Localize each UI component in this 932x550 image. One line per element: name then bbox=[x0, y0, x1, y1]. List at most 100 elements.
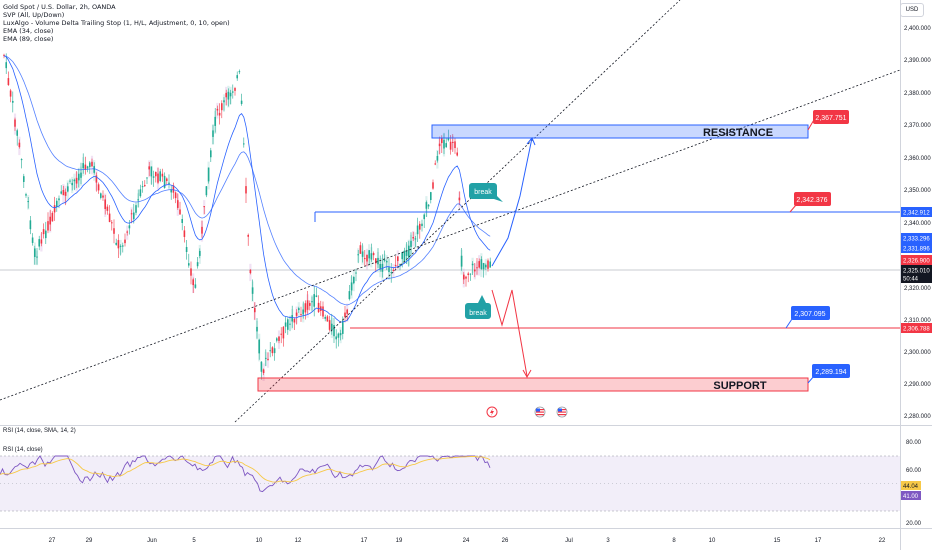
candle-body bbox=[480, 259, 483, 270]
countdown-label: 50:44 bbox=[903, 277, 919, 283]
candle-body bbox=[229, 92, 232, 97]
candle-body bbox=[405, 250, 408, 256]
candle-body bbox=[465, 276, 467, 279]
time-axis[interactable]: 27 29 Jun 5 10 12 17 19 24 26 Jul 3 8 10 15 17 22 bbox=[49, 538, 886, 544]
ema-89-line[interactable] bbox=[3, 55, 491, 306]
candle-body bbox=[236, 75, 238, 79]
resistance-zone[interactable] bbox=[431, 124, 809, 139]
symbol-title[interactable]: Gold Spot / U.S. Dollar, 2h, OANDA bbox=[3, 3, 116, 11]
rsi-ma-legend[interactable]: RSI (14, close, SMA, 14, 2) bbox=[3, 428, 76, 434]
candles[interactable] bbox=[3, 53, 491, 380]
callout-2307[interactable]: 2,307.095 bbox=[785, 306, 830, 329]
candle-body bbox=[438, 143, 441, 147]
candle-body bbox=[133, 212, 135, 220]
currency-button[interactable]: USD bbox=[900, 3, 924, 17]
rsi-legend[interactable]: RSI (14, close) bbox=[3, 447, 43, 453]
bearish-arrowhead-icon bbox=[522, 369, 532, 379]
candle-body bbox=[20, 159, 23, 161]
candle-body bbox=[322, 306, 324, 317]
callout-2367-text: 2,367.751 bbox=[815, 115, 846, 122]
candle-body bbox=[474, 269, 476, 272]
time-tick: 22 bbox=[879, 538, 886, 544]
candle-body bbox=[403, 250, 406, 262]
candle-body bbox=[135, 205, 137, 213]
candle-body bbox=[309, 303, 311, 306]
candle-body bbox=[84, 164, 87, 170]
candle-body bbox=[91, 161, 93, 167]
candle-body bbox=[3, 54, 5, 56]
candle-body bbox=[421, 223, 423, 227]
price-label-2306: 2,306.788 bbox=[903, 327, 930, 333]
candle-body bbox=[155, 171, 157, 177]
lightning-event-icon[interactable] bbox=[486, 406, 498, 418]
candle-body bbox=[359, 245, 362, 254]
candle-body bbox=[339, 333, 342, 336]
candle-body bbox=[221, 103, 223, 111]
candle-body bbox=[452, 141, 454, 143]
bullish-projection-path[interactable] bbox=[491, 137, 533, 267]
callout-2289[interactable]: 2,289.194 bbox=[807, 364, 850, 384]
candle-body bbox=[73, 179, 76, 182]
callout-2367[interactable]: 2,367.751 bbox=[807, 110, 849, 131]
bearish-projection-path[interactable] bbox=[491, 289, 528, 377]
candle-body bbox=[423, 214, 425, 220]
candle-body bbox=[282, 326, 285, 339]
candle-body bbox=[212, 130, 214, 137]
time-tick: Jul bbox=[565, 538, 573, 544]
callout-2342[interactable]: 2,342.376 bbox=[789, 192, 831, 213]
candle-body bbox=[386, 261, 388, 263]
break-label-bottom: break bbox=[469, 310, 487, 317]
support-zone[interactable] bbox=[257, 377, 809, 392]
rsi-tick: 20.00 bbox=[906, 521, 922, 527]
us-flag-event-icon[interactable] bbox=[556, 406, 568, 418]
indicator-svp[interactable]: SVP (All, Up/Down) bbox=[3, 11, 65, 19]
price-tick: 2,380.000 bbox=[904, 91, 931, 97]
rsi-line[interactable] bbox=[0, 455, 491, 493]
candle-body bbox=[344, 312, 346, 318]
candle-body bbox=[157, 173, 159, 183]
indicator-ema34[interactable]: EMA (34, close) bbox=[3, 27, 54, 35]
candle-body bbox=[166, 178, 168, 182]
candle-body bbox=[168, 182, 170, 184]
candle-body bbox=[51, 212, 54, 222]
candle-body bbox=[146, 177, 148, 179]
candle-body bbox=[434, 163, 436, 165]
candle-body bbox=[304, 303, 307, 313]
candle-body bbox=[265, 357, 267, 359]
candle-body bbox=[36, 256, 38, 258]
candle-body bbox=[469, 273, 472, 275]
candle-body bbox=[267, 358, 269, 360]
candle-body bbox=[306, 300, 309, 310]
indicator-luxalgo[interactable]: LuxAlgo - Volume Delta Trailing Stop (1,… bbox=[3, 19, 230, 27]
break-callout-top[interactable] bbox=[469, 183, 503, 202]
candle-body bbox=[449, 141, 452, 150]
candle-body bbox=[14, 119, 16, 127]
candle-body bbox=[53, 205, 56, 213]
candle-body bbox=[485, 264, 487, 268]
candle-body bbox=[205, 186, 208, 196]
candle-body bbox=[38, 239, 40, 247]
price-tick: 2,350.000 bbox=[904, 188, 931, 194]
break-callout-bottom[interactable] bbox=[465, 295, 491, 319]
callout-2289-text: 2,289.194 bbox=[815, 369, 846, 376]
candle-body bbox=[436, 155, 439, 161]
candle-body bbox=[115, 242, 117, 245]
candle-body bbox=[29, 220, 32, 230]
candle-body bbox=[249, 269, 252, 274]
time-tick: 10 bbox=[256, 538, 263, 544]
time-tick: 29 bbox=[86, 538, 93, 544]
candle-body bbox=[102, 195, 104, 198]
candle-body bbox=[240, 100, 243, 104]
rsi-ma-line[interactable] bbox=[0, 455, 491, 483]
candle-body bbox=[331, 323, 333, 331]
candle-body bbox=[130, 213, 133, 215]
candle-body bbox=[254, 307, 256, 313]
indicator-ema89[interactable]: EMA (89, close) bbox=[3, 35, 54, 43]
candle-body bbox=[302, 309, 304, 315]
ema-34-line[interactable] bbox=[3, 55, 491, 323]
us-flag-event-icon[interactable] bbox=[534, 406, 546, 418]
candle-body bbox=[251, 287, 254, 294]
candle-body bbox=[467, 273, 469, 275]
candle-body bbox=[188, 263, 190, 266]
